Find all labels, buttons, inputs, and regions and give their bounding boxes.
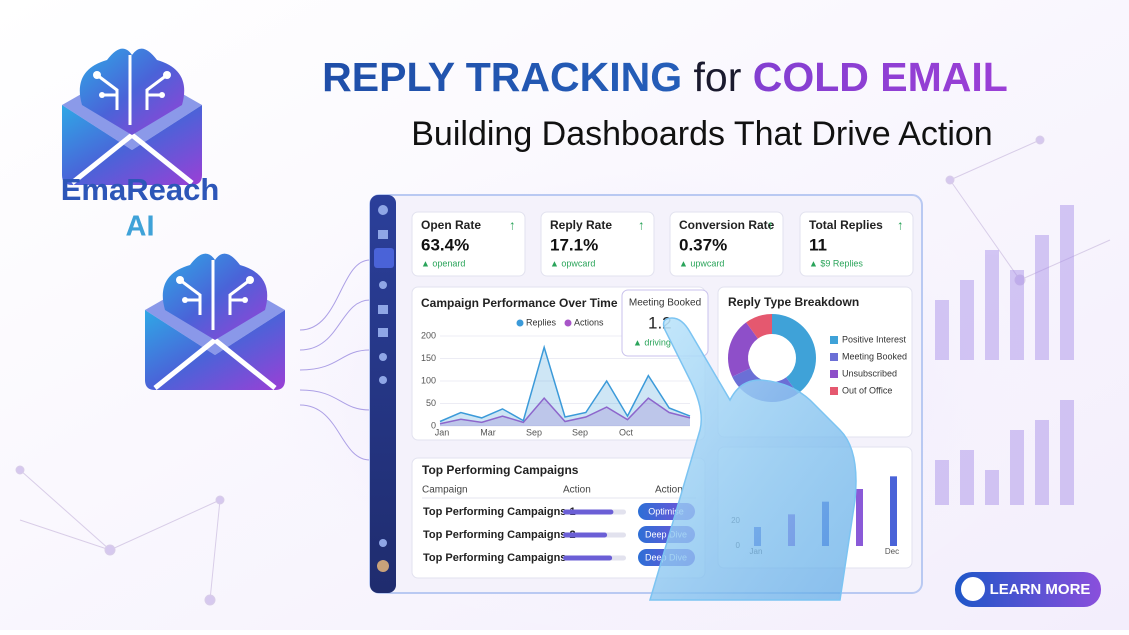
legend-swatch xyxy=(564,319,572,327)
subtitle: Building Dashboards That Drive Action xyxy=(411,115,992,153)
kpi-delta: ▲ upwcard xyxy=(679,258,724,268)
legend-swatch xyxy=(830,353,838,361)
kpi-label: Total Replies xyxy=(809,218,883,232)
panel-title: Campaign Performance Over Time xyxy=(421,296,618,310)
title: REPLY TRACKING for COLD EMAIL xyxy=(322,54,1008,100)
progress-bar xyxy=(563,555,613,561)
popup-delta: ▲ driving xyxy=(633,337,671,347)
hand-illustration xyxy=(648,317,857,601)
progress-bar xyxy=(563,509,614,515)
kpi-trend-icon: ↑ xyxy=(897,217,904,232)
donut-segment xyxy=(772,314,816,394)
legend-label: Out of Office xyxy=(842,385,892,395)
line-area xyxy=(440,398,690,426)
campaign-name: Top Performing Campaigns 2 xyxy=(423,529,576,541)
line-series xyxy=(439,344,691,423)
panel xyxy=(411,211,526,277)
brand-suffix: AI xyxy=(126,211,155,243)
title-part: REPLY TRACKING xyxy=(322,54,682,100)
brand-name: EmaReach xyxy=(61,172,220,207)
legend-swatch xyxy=(830,336,838,344)
kpi-label: Reply Rate xyxy=(550,218,612,232)
donut-segment xyxy=(728,322,758,377)
line-series xyxy=(439,396,691,425)
panel-title: Top Performing Campaigns xyxy=(422,463,579,477)
connector-lines xyxy=(299,259,371,461)
title-part: for xyxy=(694,54,742,100)
panel xyxy=(669,211,784,277)
x-tick-label: Sep xyxy=(526,427,542,437)
panel-title: Reply Type Breakdown xyxy=(728,295,859,309)
panel xyxy=(540,211,655,277)
legend-label: Meeting Booked xyxy=(842,351,907,361)
action-label[interactable]: Deep Dive xyxy=(645,529,687,539)
kpi-value: 17.1% xyxy=(550,235,598,254)
panel xyxy=(799,211,914,277)
campaign-name: Top Performing Campaigns xyxy=(423,552,566,564)
legend-swatch xyxy=(830,370,838,378)
x-tick-label: Jan xyxy=(435,427,450,437)
y-tick-label: 200 xyxy=(421,330,436,340)
x-tick-label: Mar xyxy=(480,427,496,437)
title-part: COLD EMAIL xyxy=(753,54,1008,100)
kpi-value: 0.37% xyxy=(679,235,727,254)
popup-title: Meeting Booked xyxy=(629,298,701,309)
button-icon xyxy=(961,577,985,601)
kpi-value: 63.4% xyxy=(421,235,469,254)
legend-swatch xyxy=(830,387,838,395)
legend-label: Positive Interest xyxy=(842,334,907,344)
x-tick-label: Sep xyxy=(572,427,588,437)
line-area xyxy=(440,347,690,426)
legend-swatch xyxy=(516,319,524,327)
decorative-bars xyxy=(935,205,1074,505)
table-header: Action xyxy=(563,485,591,496)
campaign-name: Top Performing Campaigns 1 xyxy=(423,506,576,518)
sidebar xyxy=(370,195,396,593)
legend-label: Unsubscribed xyxy=(842,368,897,378)
kpi-delta: ▲ $9 Replies xyxy=(809,258,863,268)
kpi-label: Conversion Rate xyxy=(679,218,775,232)
progress-bar xyxy=(563,532,608,538)
y-tick-label: 50 xyxy=(426,398,436,408)
kpi-trend-icon: ↑ xyxy=(509,217,516,232)
bar xyxy=(856,489,863,546)
legend-label: Replies xyxy=(526,317,557,327)
action-label[interactable]: Optimise xyxy=(648,506,684,516)
donut-segment xyxy=(746,314,772,339)
table-header: Action xyxy=(655,485,683,496)
y-tick-label: 0 xyxy=(431,420,436,430)
kpi-delta: ▲ openard xyxy=(421,258,465,268)
y-tick-label: 100 xyxy=(421,375,436,385)
learn-more-button[interactable] xyxy=(955,572,1101,607)
x-tick-label: Dec xyxy=(885,547,899,556)
bar xyxy=(890,476,897,546)
kpi-trend-icon: ↑ xyxy=(638,217,645,232)
network-decoration xyxy=(15,135,1111,606)
kpi-trend-icon: ↑ xyxy=(767,217,774,232)
y-tick-label: 150 xyxy=(421,353,436,363)
table-header: Campaign xyxy=(422,485,468,496)
button-label[interactable]: LEARN MORE xyxy=(990,581,1091,598)
kpi-value: 11 xyxy=(809,235,827,254)
kpi-label: Open Rate xyxy=(421,218,481,232)
legend-label: Actions xyxy=(574,317,604,327)
x-tick-label: Oct xyxy=(619,427,634,437)
sidebar-icons xyxy=(374,205,394,572)
kpi-delta: ▲ opwcard xyxy=(550,258,595,268)
